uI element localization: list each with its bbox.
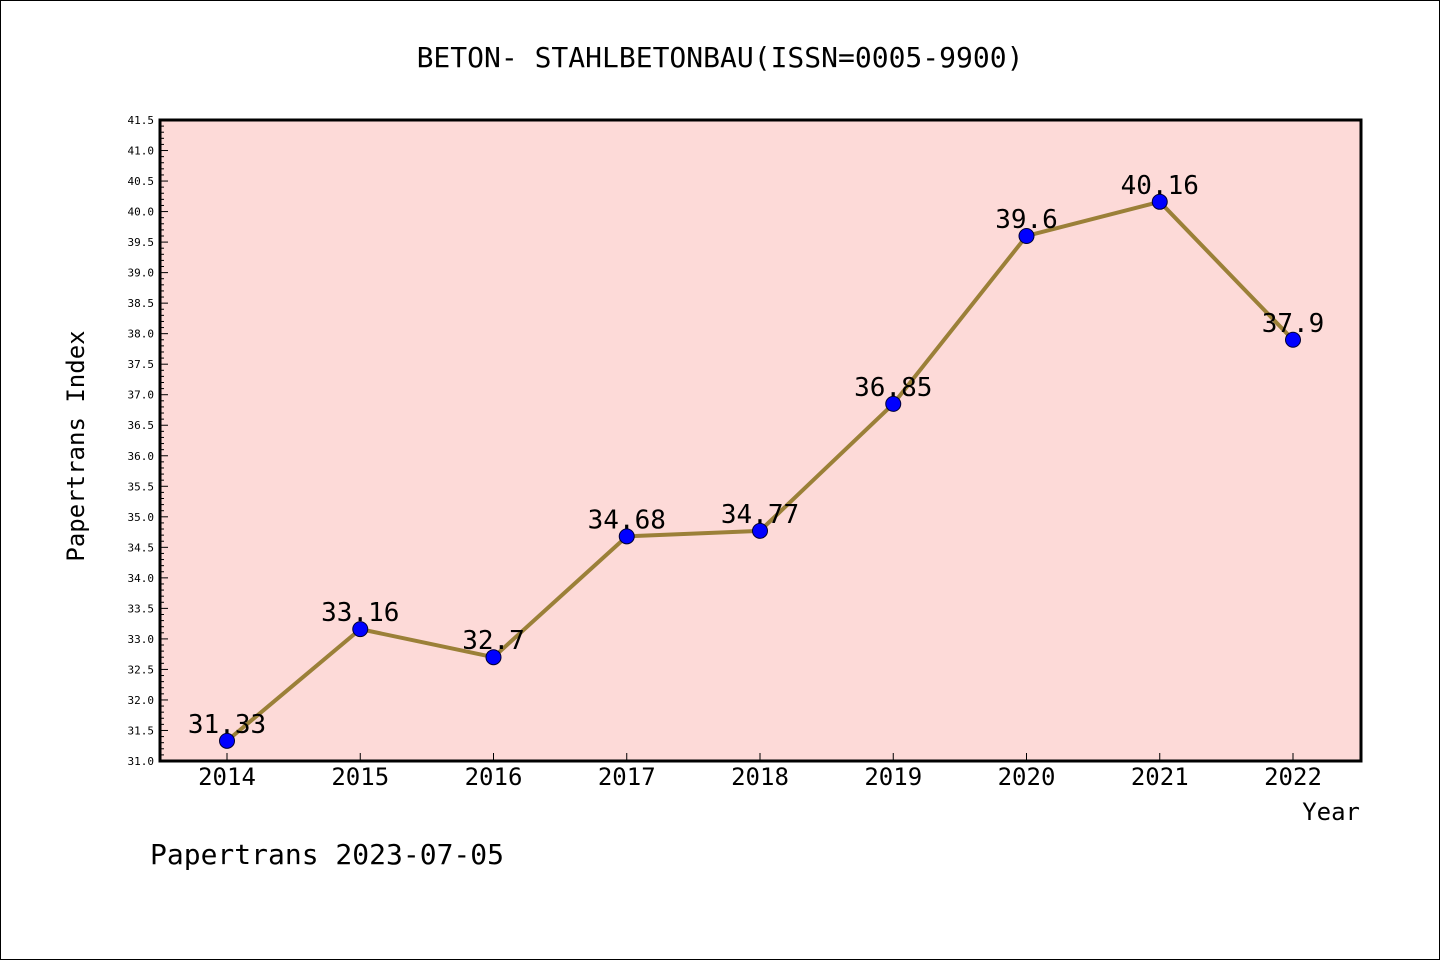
y-tick-label: 41.5 xyxy=(128,114,155,127)
footer-date-stamp: Papertrans 2023-07-05 xyxy=(150,838,504,871)
data-label: 36.85 xyxy=(854,373,932,403)
x-tick-label: 2017 xyxy=(598,763,656,791)
y-tick-label: 34.0 xyxy=(128,572,155,585)
y-tick-label: 34.5 xyxy=(128,541,155,554)
plot-area xyxy=(160,120,1361,761)
y-tick-label: 41.0 xyxy=(128,145,155,158)
x-tick-label: 2020 xyxy=(998,763,1056,791)
y-tick-label: 33.0 xyxy=(128,633,155,646)
data-point-marker xyxy=(352,621,369,638)
data-label: 37.9 xyxy=(1262,309,1325,339)
x-tick-label: 2014 xyxy=(198,763,256,791)
y-tick-label: 35.5 xyxy=(128,480,155,493)
y-tick-label: 33.5 xyxy=(128,602,155,615)
data-point-marker xyxy=(1018,227,1035,244)
y-tick-label: 40.0 xyxy=(128,206,155,219)
data-label: 34.77 xyxy=(721,500,799,530)
y-tick-label: 37.5 xyxy=(128,358,155,371)
y-tick-label: 31.0 xyxy=(128,755,155,768)
data-label: 39.6 xyxy=(995,205,1058,235)
y-tick-label: 39.5 xyxy=(128,236,155,249)
data-point-marker xyxy=(219,732,235,749)
data-point-marker xyxy=(1285,331,1301,348)
y-tick-label: 39.0 xyxy=(128,267,155,280)
data-label: 40.16 xyxy=(1121,171,1199,201)
x-tick-label: 2018 xyxy=(731,763,789,791)
y-tick-label: 31.5 xyxy=(128,724,155,737)
y-tick-label: 35.0 xyxy=(128,511,155,524)
data-markers xyxy=(219,193,1301,749)
data-labels: 31.33 33.16 32.7 34.68 34.77 36.85 39.6 40.16 37… xyxy=(188,171,1324,740)
y-axis-ticks: 31.0 31.5 32.0 32.5 33.0 33.5 34.0 34.5 35.0 35.5… xyxy=(128,114,168,768)
data-point-marker xyxy=(618,528,635,545)
y-tick-label: 32.0 xyxy=(128,694,155,707)
y-tick-label: 40.5 xyxy=(128,175,155,188)
y-tick-label: 38.5 xyxy=(128,297,155,310)
data-point-marker xyxy=(1151,193,1168,210)
x-tick-label: 2022 xyxy=(1264,763,1322,791)
x-tick-label: 2019 xyxy=(864,763,922,791)
data-point-marker xyxy=(485,649,502,666)
plot-border xyxy=(158,118,1363,763)
x-tick-label: 2016 xyxy=(465,763,523,791)
data-label: 31.33 xyxy=(188,710,266,740)
data-point-marker xyxy=(752,522,768,539)
y-tick-label: 37.0 xyxy=(128,389,155,402)
y-tick-label: 36.5 xyxy=(128,419,155,432)
x-tick-label: 2021 xyxy=(1131,763,1189,791)
y-tick-label: 38.0 xyxy=(128,328,155,341)
data-label: 33.16 xyxy=(321,598,399,628)
y-axis-label: Papertrans Index xyxy=(62,330,90,561)
data-label: 34.68 xyxy=(588,505,666,535)
data-label: 32.7 xyxy=(462,626,525,656)
chart-title: BETON- STAHLBETONBAU(ISSN=0005-9900) xyxy=(417,41,1024,74)
y-tick-label: 32.5 xyxy=(128,663,155,676)
x-axis-label: Year xyxy=(1302,798,1360,826)
data-point-marker xyxy=(885,395,902,412)
x-tick-label: 2015 xyxy=(331,763,389,791)
y-tick-label: 36.0 xyxy=(128,450,155,463)
x-axis-ticks: 2014 2015 2016 2017 2018 2019 2020 2021 2022 xyxy=(198,753,1322,791)
